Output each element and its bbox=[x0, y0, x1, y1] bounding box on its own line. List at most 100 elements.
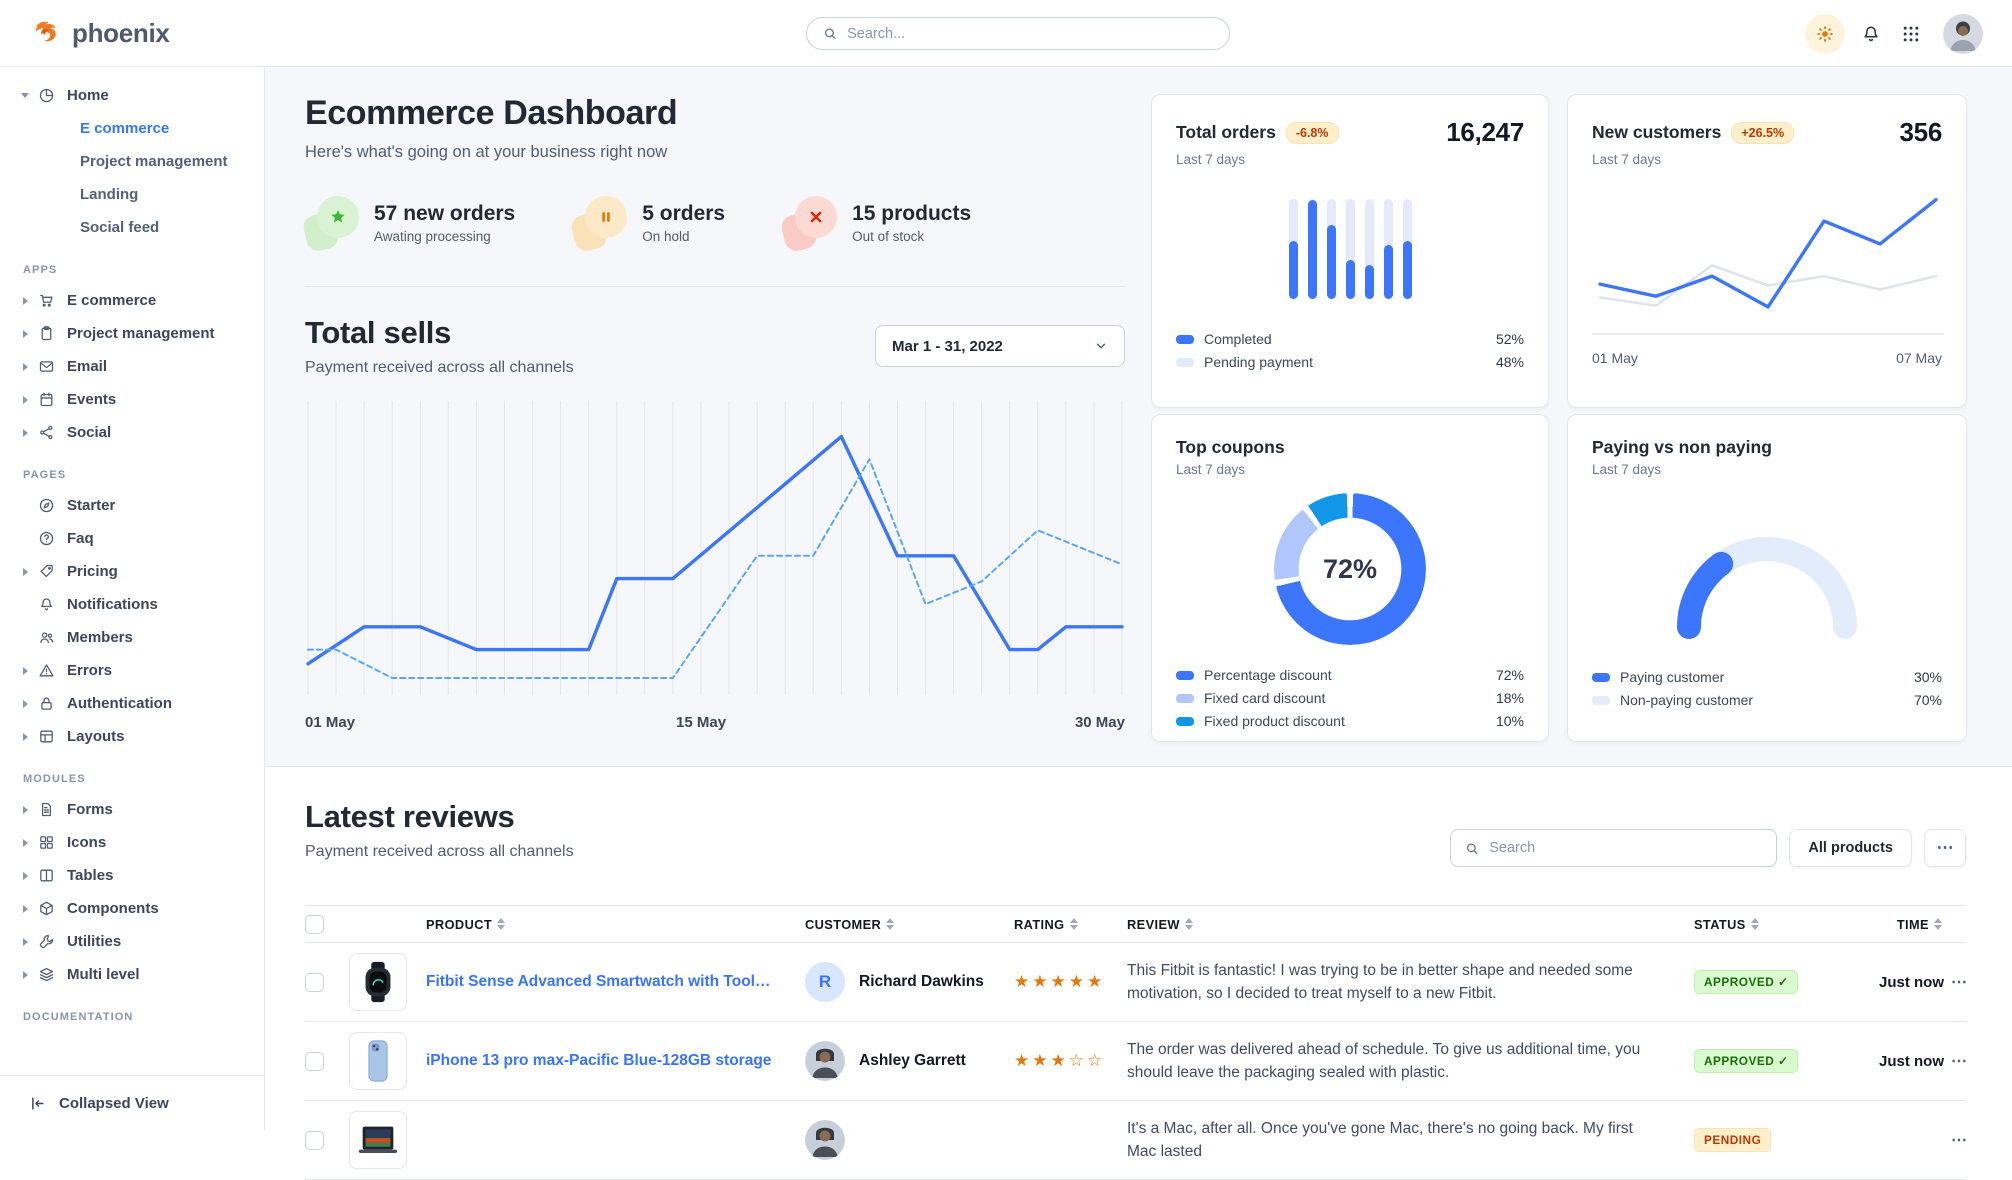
total-orders-value: 16,247 bbox=[1446, 117, 1524, 148]
all-products-button[interactable]: All products bbox=[1789, 829, 1912, 867]
sidebar-item-e-commerce[interactable]: E commerce bbox=[0, 284, 264, 317]
col-status[interactable]: STATUS bbox=[1694, 917, 1845, 932]
status-badge: APPROVED ✓ bbox=[1694, 970, 1798, 994]
row-menu-button[interactable]: ⋯ bbox=[1944, 1130, 1967, 1150]
col-review[interactable]: REVIEW bbox=[1127, 917, 1694, 932]
product-link[interactable]: Fitbit Sense Advanced Smartwatch with To… bbox=[426, 973, 805, 991]
select-all-checkbox[interactable] bbox=[305, 915, 324, 934]
product-thumbnail[interactable] bbox=[349, 1032, 407, 1090]
rating-stars: ★★★☆☆ bbox=[1014, 1051, 1127, 1071]
date-range-value: Mar 1 - 31, 2022 bbox=[892, 338, 1003, 355]
sidebar-item-pricing[interactable]: Pricing bbox=[0, 555, 264, 588]
theme-toggle-button[interactable] bbox=[1805, 14, 1845, 54]
global-search[interactable] bbox=[806, 17, 1230, 50]
user-avatar[interactable] bbox=[1943, 14, 1983, 54]
tag-icon bbox=[38, 563, 55, 580]
caret-right-icon bbox=[23, 733, 28, 741]
caret-right-icon bbox=[23, 429, 28, 437]
stat-caption: Awating processing bbox=[374, 229, 515, 244]
sidebar-subitem-e-commerce[interactable]: E commerce bbox=[0, 112, 264, 145]
sidebar-subitem-social-feed[interactable]: Social feed bbox=[0, 211, 264, 244]
row-menu-button[interactable]: ⋯ bbox=[1944, 1051, 1967, 1071]
sidebar-item-authentication[interactable]: Authentication bbox=[0, 687, 264, 720]
legend-swatch bbox=[1176, 671, 1194, 680]
reviews-more-button[interactable]: ⋯ bbox=[1924, 829, 1966, 867]
compass-icon bbox=[38, 497, 55, 514]
paying-legend: Paying customer 30% Non-paying customer … bbox=[1592, 669, 1942, 708]
product-link[interactable]: iPhone 13 pro max-Pacific Blue-128GB sto… bbox=[426, 1052, 805, 1070]
star-icon bbox=[317, 196, 359, 238]
date-range-select[interactable]: Mar 1 - 31, 2022 bbox=[875, 325, 1125, 367]
legend-swatch bbox=[1592, 673, 1610, 682]
col-product[interactable]: PRODUCT bbox=[426, 917, 805, 932]
phoenix-flame-icon bbox=[33, 18, 63, 48]
sidebar-item-tables[interactable]: Tables bbox=[0, 859, 264, 892]
product-thumbnail[interactable] bbox=[349, 1111, 407, 1169]
legend-row: Percentage discount 72% bbox=[1176, 667, 1524, 683]
sidebar-item-layouts[interactable]: Layouts bbox=[0, 720, 264, 753]
sidebar-item-icons[interactable]: Icons bbox=[0, 826, 264, 859]
col-time[interactable]: TIME bbox=[1845, 917, 1944, 932]
sidebar-item-errors[interactable]: Errors bbox=[0, 654, 264, 687]
sort-icon bbox=[1070, 918, 1078, 930]
total-orders-legend: Completed 52% Pending payment 48% bbox=[1176, 331, 1524, 370]
caret-right-icon bbox=[23, 568, 28, 576]
row-checkbox[interactable] bbox=[305, 973, 324, 992]
product-thumbnail[interactable] bbox=[349, 953, 407, 1011]
sort-icon bbox=[1751, 918, 1759, 930]
reviews-search-input[interactable] bbox=[1489, 840, 1762, 856]
global-search-input[interactable] bbox=[847, 26, 1213, 42]
sidebar-item-faq[interactable]: Faq bbox=[0, 522, 264, 555]
package-icon bbox=[38, 900, 55, 917]
sidebar-item-members[interactable]: Members bbox=[0, 621, 264, 654]
sidebar-item-multi-level[interactable]: Multi level bbox=[0, 958, 264, 991]
sidebar-subitem-landing[interactable]: Landing bbox=[0, 178, 264, 211]
avatar-photo bbox=[805, 1120, 845, 1160]
customer-name: Ashley Garrett bbox=[859, 1052, 966, 1070]
caret-down-icon bbox=[21, 93, 29, 98]
sidebar-subitem-project-management[interactable]: Project management bbox=[0, 145, 264, 178]
sidebar-item-events[interactable]: Events bbox=[0, 383, 264, 416]
sidebar-item-project-management[interactable]: Project management bbox=[0, 317, 264, 350]
sidebar-item-components[interactable]: Components bbox=[0, 892, 264, 925]
legend-swatch bbox=[1176, 335, 1194, 344]
sidebar-item-starter[interactable]: Starter bbox=[0, 489, 264, 522]
stat-value: 5 orders bbox=[642, 202, 725, 226]
legend-row: Fixed card discount 18% bbox=[1176, 690, 1524, 706]
top-navbar: phoenix bbox=[0, 0, 2012, 67]
total-orders-title: Total orders bbox=[1176, 122, 1276, 143]
new-customers-card: New customers +26.5% 356 Last 7 days 01 … bbox=[1567, 94, 1967, 408]
stat-caption: On hold bbox=[642, 229, 725, 244]
collapse-left-icon bbox=[29, 1095, 46, 1112]
sidebar-item-forms[interactable]: Forms bbox=[0, 793, 264, 826]
collapsed-view-toggle[interactable]: Collapsed View bbox=[0, 1075, 264, 1130]
top-coupons-period: Last 7 days bbox=[1176, 462, 1524, 477]
total-sells-subtitle: Payment received across all channels bbox=[305, 359, 574, 377]
brand-logo[interactable]: phoenix bbox=[33, 18, 170, 49]
sidebar-section-heading: PAGES bbox=[23, 469, 264, 481]
macbook-thumb bbox=[355, 1117, 401, 1163]
sidebar-item-notifications[interactable]: Notifications bbox=[0, 588, 264, 621]
reviews-search[interactable] bbox=[1450, 829, 1777, 867]
lock-icon bbox=[38, 695, 55, 712]
col-rating[interactable]: RATING bbox=[1014, 917, 1127, 932]
sidebar-item-email[interactable]: Email bbox=[0, 350, 264, 383]
sidebar-item-social[interactable]: Social bbox=[0, 416, 264, 449]
caret-right-icon bbox=[23, 938, 28, 946]
apps-menu-button[interactable] bbox=[1891, 14, 1931, 54]
page-title: Ecommerce Dashboard bbox=[305, 94, 1125, 133]
iphone-thumb bbox=[355, 1038, 401, 1084]
row-checkbox[interactable] bbox=[305, 1052, 324, 1071]
sidebar-item-utilities[interactable]: Utilities bbox=[0, 925, 264, 958]
row-menu-button[interactable]: ⋯ bbox=[1944, 972, 1967, 992]
notifications-button[interactable] bbox=[1851, 14, 1891, 54]
sidebar-item-home[interactable]: Home bbox=[0, 79, 264, 112]
stat-out-of-stock: 15 products Out of stock bbox=[783, 196, 971, 250]
bell-icon bbox=[1861, 24, 1881, 44]
row-checkbox[interactable] bbox=[305, 1131, 324, 1150]
layers-icon bbox=[38, 966, 55, 983]
legend-swatch bbox=[1176, 694, 1194, 703]
col-customer[interactable]: CUSTOMER bbox=[805, 917, 1014, 932]
new-customers-title: New customers bbox=[1592, 122, 1721, 143]
